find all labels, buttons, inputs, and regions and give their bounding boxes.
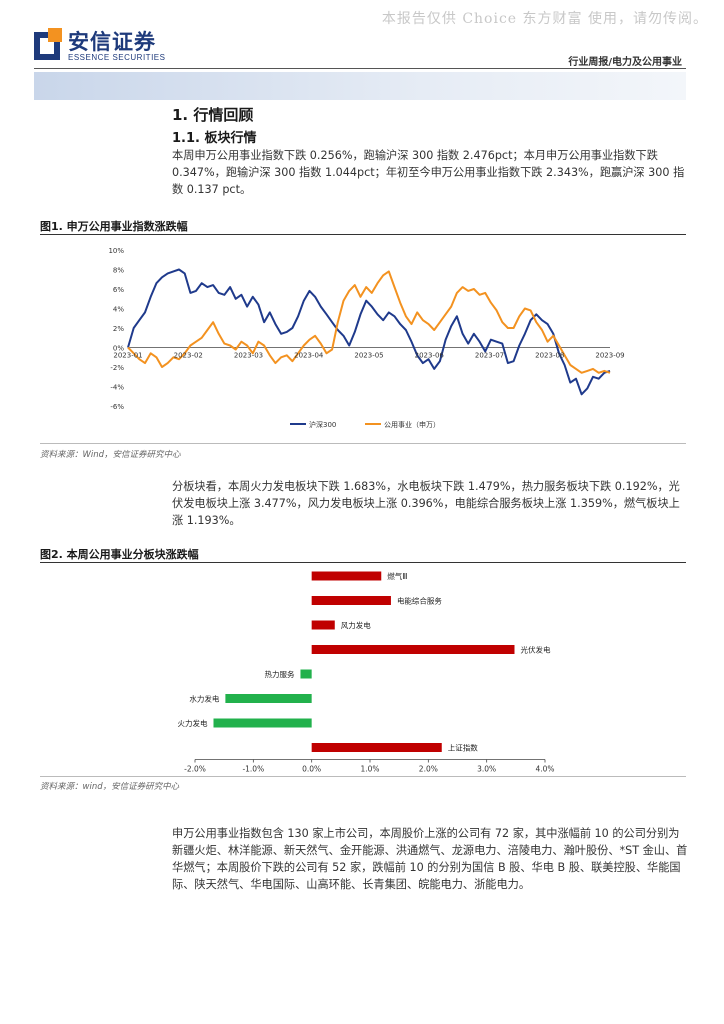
chart1-x-tick-label: 2023-01 xyxy=(113,352,142,360)
chart1-y-tick-label: 8% xyxy=(113,267,124,275)
chart1-x-tick-label: 2023-08 xyxy=(535,352,564,360)
chart2-bar xyxy=(225,694,312,703)
chart1-y-tick-label: 6% xyxy=(113,286,124,294)
chart1-x-tick-label: 2023-04 xyxy=(294,352,324,360)
chart2-x-tick-label: 3.0% xyxy=(477,765,496,774)
figure1-title: 图1. 申万公用事业指数涨跌幅 xyxy=(40,220,188,233)
chart1-x-tick-label: 2023-05 xyxy=(354,352,383,360)
figure2-top-rule xyxy=(40,562,686,563)
company-paragraph: 申万公用事业指数包含 130 家上市公司，本周股价上涨的公司有 72 家，其中涨… xyxy=(172,827,688,891)
chart2-bar xyxy=(311,743,442,752)
logo-en-name: ESSENCE SECURITIES xyxy=(68,53,166,62)
chart2-category-label: 风力发电 xyxy=(341,620,371,630)
chart1-legend-label: 沪深300 xyxy=(309,420,336,429)
logo-cn-name: 安信证券 xyxy=(68,30,156,54)
chart2-category-label: 火力发电 xyxy=(177,718,207,728)
chart2-x-tick-label: 2.0% xyxy=(419,765,438,774)
chart1-x-ticks: 2023-01 2023-02 2023-03 2023-04 2023-05 2023-… xyxy=(113,352,624,360)
chart1-y-tick-label: 2% xyxy=(113,325,124,333)
chart2-x-tick-label: -2.0% xyxy=(184,765,206,774)
chart1-y-tick-label: 0% xyxy=(113,345,124,353)
chart1-x-tick-label: 2023-09 xyxy=(595,352,624,360)
report-type: 行业周报/电力及公用事业 xyxy=(568,57,682,68)
header-band xyxy=(34,72,686,100)
chart2-x-tick-label: -1.0% xyxy=(242,765,264,774)
index-line-chart: 10%8%6%4%2%0%-2%-4%-6% 2023-01 2023-02 202… xyxy=(108,247,624,429)
chart2-x-tick-label: 1.0% xyxy=(360,765,379,774)
chart1-y-ticks: 10% 8% 6% 4% 2% 0% -2% -4% -6% xyxy=(108,247,124,411)
chart2-category-label: 热力服务 xyxy=(264,669,294,679)
chart2-bar xyxy=(311,620,335,630)
figure1-top-rule xyxy=(40,234,686,235)
figure1-source: 资料来源：Wind，安信证券研究中心 xyxy=(40,450,181,460)
figure2-title: 图2. 本周公用事业分板块涨跌幅 xyxy=(40,548,199,561)
watermark: 本报告仅供 Choice 东方财富 使用，请勿传阅。 xyxy=(381,11,708,27)
section-heading: 1. 行情回顾 xyxy=(172,106,254,124)
chart2-category-label: 电能综合服务 xyxy=(397,596,442,606)
chart1-series xyxy=(127,268,611,396)
chart1-legend: 沪深300 公用事业（申万） xyxy=(290,420,440,429)
chart2-bar xyxy=(311,645,515,654)
chart2-bar xyxy=(213,718,312,728)
figure2-bottom-rule xyxy=(40,776,686,777)
chart2-x-ticks: -2.0% -1.0% 0.0% 1.0% 2.0% 3.0% 4.0% xyxy=(184,759,555,774)
header-divider xyxy=(34,68,686,69)
chart2-bars xyxy=(213,571,515,752)
chart2-bar xyxy=(311,571,382,581)
figure1-bottom-rule xyxy=(40,443,686,444)
market-review-paragraph: 本周申万公用事业指数下跌 0.256%，跑输沪深 300 指数 2.476pct… xyxy=(172,149,685,196)
figure2-source: 资料来源：wind，安信证券研究中心 xyxy=(40,782,180,792)
chart2-bar xyxy=(300,669,312,679)
chart1-series-line-1 xyxy=(127,270,611,374)
chart2-category-label: 水力发电 xyxy=(189,694,219,704)
chart2-category-label: 上证指数 xyxy=(448,743,478,753)
chart1-x-tick-label: 2023-02 xyxy=(174,352,203,360)
chart2-x-tick-label: 0.0% xyxy=(302,765,321,774)
chart1-series-line-0 xyxy=(127,268,611,396)
chart1-x-tick-label: 2023-06 xyxy=(415,352,445,360)
chart1-y-tick-label: -4% xyxy=(110,384,124,392)
chart1-y-tick-label: 10% xyxy=(108,247,124,255)
chart2-category-label: 光伏发电 xyxy=(520,645,550,655)
chart2-bar xyxy=(311,596,391,605)
chart1-x-tick-label: 2023-03 xyxy=(234,352,263,360)
sector-paragraph: 分板块看，本周火力发电板块下跌 1.683%，水电板块下跌 1.479%，热力服… xyxy=(172,480,680,527)
chart2-x-tick-label: 4.0% xyxy=(535,765,554,774)
chart1-y-tick-label: -2% xyxy=(110,364,124,372)
subsection-heading: 1.1. 板块行情 xyxy=(172,131,257,146)
chart2-category-label: 燃气Ⅲ xyxy=(387,571,407,581)
chart1-x-tick-label: 2023-07 xyxy=(475,352,504,360)
company-logo-icon xyxy=(34,28,62,60)
chart1-legend-label: 公用事业（申万） xyxy=(384,420,440,429)
chart1-y-tick-label: -6% xyxy=(110,403,124,411)
chart1-y-tick-label: 4% xyxy=(113,306,124,314)
